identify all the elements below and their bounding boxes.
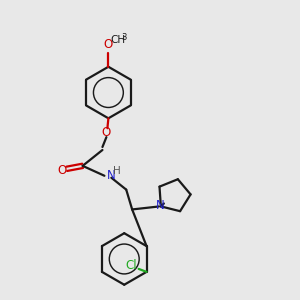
Text: O: O bbox=[102, 126, 111, 139]
Text: N: N bbox=[106, 169, 115, 182]
Text: N: N bbox=[155, 199, 164, 212]
Text: Cl: Cl bbox=[125, 260, 136, 272]
Text: O: O bbox=[104, 38, 113, 51]
Text: H: H bbox=[113, 166, 121, 176]
Text: O: O bbox=[57, 164, 66, 177]
Text: 3: 3 bbox=[121, 33, 127, 42]
Text: CH: CH bbox=[110, 35, 125, 45]
